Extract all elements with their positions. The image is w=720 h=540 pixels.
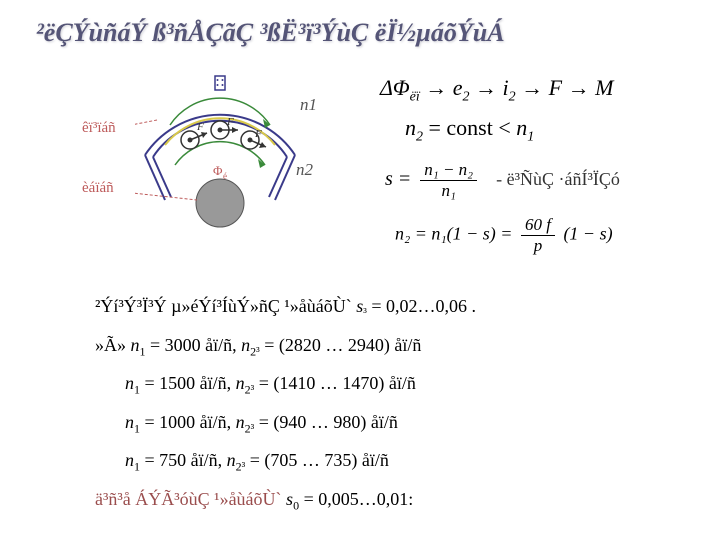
slide: ²ëÇÝùñáÝ ß³ñÅÇãÇ ³ßË³ï³ÝùÇ ëÏ½µáõÝùÁ F	[0, 0, 720, 540]
svg-text:F: F	[226, 116, 234, 128]
nominal-slip-line: ²Ýí³Ý³Ï³Ý µ»éÝí³ÍùÝ»ñÇ ¹»åùáõÙ` s³ = 0,0…	[95, 290, 675, 329]
slip-equation: s = n₁ − n₂n₁ - ë³ÑùÇ ·áñÍ³ÏÇó	[385, 160, 620, 201]
body-text: ²Ýí³Ý³Ï³Ý µ»éÝí³ÍùÝ»ñÇ ¹»åùáõÙ` s³ = 0,0…	[95, 290, 675, 522]
example-row-0: »Ã» n1 = 3000 åï/ñ, n2³ = (2820 … 2940) …	[95, 329, 675, 368]
example-row-2: n1 = 1000 åï/ñ, n2³ = (940 … 980) åï/ñ	[95, 406, 675, 445]
flux-chain-equation: ΔΦëï → e2 → i2 → F → M	[380, 75, 613, 105]
example-row-3: n1 = 750 åï/ñ, n2³ = (705 … 735) åï/ñ	[95, 444, 675, 483]
n2-label: n2	[296, 160, 313, 180]
n2-formula: n₂ = n₁(1 − s) = 60 fp (1 − s)	[395, 215, 613, 256]
svg-text:F: F	[196, 121, 204, 133]
slide-title: ²ëÇÝùñáÝ ß³ñÅÇãÇ ³ßË³ï³ÝùÇ ëÏ½µáõÝùÁ	[36, 18, 684, 48]
n2-const-equation: n2 = const < n1	[405, 115, 534, 145]
n1-label: n1	[300, 95, 317, 115]
svg-text:Φ: Φ	[213, 163, 223, 178]
svg-text:F: F	[254, 128, 262, 140]
example-row-1: n1 = 1500 åï/ñ, n2³ = (1410 … 1470) åï/ñ	[95, 367, 675, 406]
motor-diagram: F F F Φ é	[135, 75, 305, 245]
rotor-label: èáïáñ	[82, 180, 114, 197]
idle-slip-line: ä³ñ³å ÁÝÃ³óùÇ ¹»åùáõÙ` s0 = 0,005…0,01:	[95, 483, 675, 522]
stator-label: êï³ïáñ	[82, 120, 116, 137]
